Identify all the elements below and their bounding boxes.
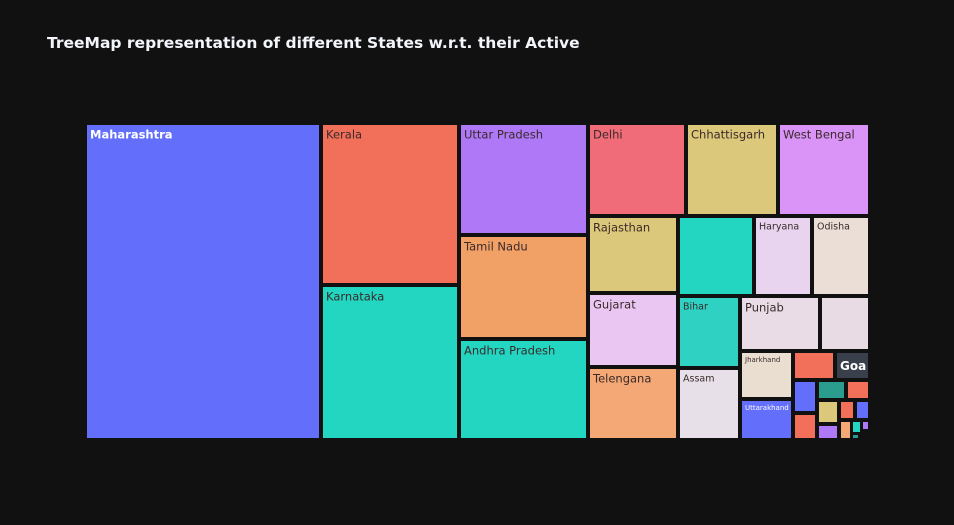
tile-state-20[interactable] — [795, 353, 833, 378]
tile-label-odisha: Odisha — [817, 222, 850, 233]
tile-label-assam: Assam — [683, 374, 714, 385]
tile-punjab[interactable] — [742, 298, 818, 349]
tile-label-bihar: Bihar — [683, 302, 708, 313]
tile-state-26[interactable] — [819, 402, 837, 422]
tile-state-33[interactable] — [863, 422, 868, 429]
tile-label-delhi: Delhi — [593, 128, 623, 142]
tile-label-maharashtra: Maharashtra — [90, 128, 173, 142]
tile-delhi[interactable] — [590, 125, 684, 214]
tile-label-uttarakhand: Uttarakhand — [745, 404, 789, 412]
tile-label-kerala: Kerala — [326, 128, 362, 142]
tile-label-karnataka: Karnataka — [326, 290, 384, 304]
tile-uttarakhand[interactable] — [742, 401, 791, 438]
tile-uttar-pradesh[interactable] — [461, 125, 586, 233]
tile-state-29[interactable] — [795, 415, 815, 438]
tile-rajasthan[interactable] — [590, 218, 676, 291]
tile-kerala[interactable] — [323, 125, 457, 283]
tile-label-haryana: Haryana — [759, 222, 799, 233]
tile-jharkhand[interactable] — [742, 353, 791, 397]
tile-odisha[interactable] — [814, 218, 868, 294]
tile-label-telengana: Telengana — [592, 372, 651, 386]
tile-state-23[interactable] — [795, 382, 815, 411]
chart-title: TreeMap representation of different Stat… — [47, 34, 580, 52]
tile-label-jharkhand: Jharkhand — [744, 356, 780, 364]
tile-state-30[interactable] — [819, 426, 837, 438]
tile-state-31[interactable] — [841, 422, 850, 438]
tile-label-west-bengal: West Bengal — [783, 128, 855, 142]
tile-label-andhra-pradesh: Andhra Pradesh — [464, 344, 555, 358]
tile-state-12[interactable] — [680, 218, 752, 294]
tile-state-34[interactable] — [853, 435, 858, 438]
tile-state-28[interactable] — [857, 402, 868, 418]
tile-west-bengal[interactable] — [780, 125, 868, 214]
tile-state-24[interactable] — [819, 382, 844, 398]
tile-label-tamil-nadu: Tamil Nadu — [463, 240, 528, 254]
tile-state-27[interactable] — [841, 402, 853, 418]
tile-assam[interactable] — [680, 370, 738, 438]
tile-label-uttar-pradesh: Uttar Pradesh — [464, 128, 543, 142]
tile-gujarat[interactable] — [590, 295, 676, 365]
tile-state-32[interactable] — [853, 422, 860, 432]
tile-andhra-pradesh[interactable] — [461, 341, 586, 438]
tile-label-goa: Goa — [840, 359, 866, 373]
tile-haryana[interactable] — [756, 218, 810, 294]
tile-label-rajasthan: Rajasthan — [593, 221, 650, 235]
tile-chhattisgarh[interactable] — [688, 125, 776, 214]
tile-label-gujarat: Gujarat — [593, 298, 636, 312]
tile-tamil-nadu[interactable] — [461, 237, 586, 337]
tile-goa[interactable] — [837, 353, 868, 378]
tile-maharashtra[interactable] — [87, 125, 319, 438]
tile-karnataka[interactable] — [323, 287, 457, 438]
tile-state-17[interactable] — [822, 298, 868, 349]
tile-label-punjab: Punjab — [745, 301, 784, 315]
tile-label-chhattisgarh: Chhattisgarh — [691, 128, 765, 142]
tile-bihar[interactable] — [680, 298, 738, 366]
tile-state-25[interactable] — [848, 382, 868, 398]
tile-telengana[interactable] — [590, 369, 676, 438]
